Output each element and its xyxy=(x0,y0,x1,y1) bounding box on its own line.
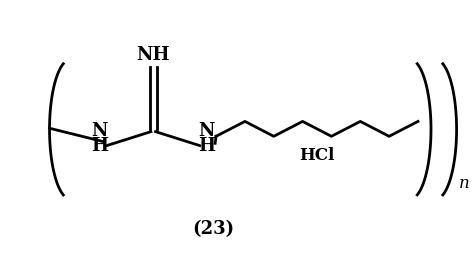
Text: NH: NH xyxy=(137,46,170,64)
Text: H: H xyxy=(198,137,215,155)
Text: HCl: HCl xyxy=(299,147,334,164)
Text: n: n xyxy=(459,175,470,192)
Text: (23): (23) xyxy=(192,220,235,238)
Text: N: N xyxy=(199,122,215,140)
Text: N: N xyxy=(91,122,108,140)
Text: H: H xyxy=(91,137,108,155)
